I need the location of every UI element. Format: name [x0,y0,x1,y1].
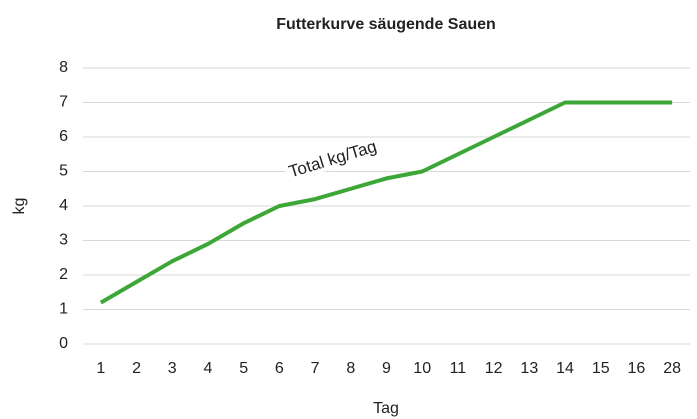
y-tick-label: 3 [59,232,68,249]
y-tick-label: 8 [59,59,68,76]
series-label: Total kg/Tag [287,137,379,182]
x-tick-label: 15 [592,360,610,377]
x-tick-label: 1 [96,360,105,377]
y-tick-label: 0 [59,335,68,352]
y-tick-label: 7 [59,94,68,111]
x-tick-label: 10 [413,360,431,377]
y-tick-label: 2 [59,266,68,283]
x-tick-label: 6 [275,360,284,377]
x-tick-label: 11 [450,360,467,377]
x-tick-label: 2 [132,360,141,377]
y-tick-label: 6 [59,128,68,145]
y-axis-label: kg [11,198,28,215]
x-tick-label: 8 [346,360,355,377]
x-tick-label: 14 [556,360,574,377]
x-tick-label: 16 [628,360,646,377]
line-series [99,100,673,305]
x-tick-label: 9 [382,360,391,377]
y-tick-label: 5 [59,163,68,180]
x-tick-label: 7 [311,360,320,377]
chart-title: Futterkurve säugende Sauen [276,16,496,33]
x-tick-label: 13 [520,360,538,377]
y-tick-label: 1 [59,301,68,318]
x-tick-label: 3 [168,360,177,377]
x-axis-label: Tag [373,400,399,417]
x-tick-label: 28 [663,360,681,377]
y-tick-label: 4 [59,197,68,214]
x-tick-label: 5 [239,360,248,377]
x-tick-label: 12 [485,360,503,377]
x-tick-label: 4 [204,360,213,377]
